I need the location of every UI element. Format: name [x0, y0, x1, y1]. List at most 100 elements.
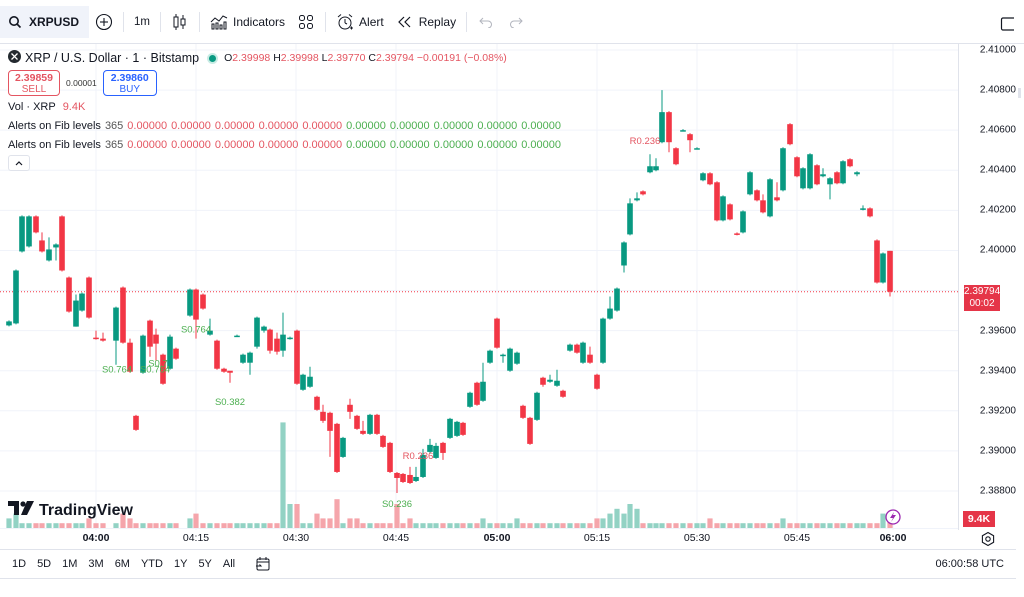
layouts-button[interactable] — [291, 7, 321, 37]
redo-button[interactable] — [501, 7, 531, 37]
candle-body[interactable] — [587, 354, 593, 363]
candle-body[interactable] — [274, 338, 280, 352]
candle-body[interactable] — [634, 198, 640, 201]
candle-body[interactable] — [487, 350, 493, 363]
indicators-button[interactable]: Indicators — [204, 7, 291, 37]
candle-body[interactable] — [554, 380, 560, 386]
candle-body[interactable] — [39, 240, 45, 252]
candle-body[interactable] — [334, 423, 340, 472]
candle-body[interactable] — [147, 320, 153, 347]
candle-body[interactable] — [433, 445, 439, 458]
candle-body[interactable] — [120, 287, 126, 343]
candle-body[interactable] — [747, 172, 753, 195]
candle-body[interactable] — [707, 173, 713, 185]
candle-body[interactable] — [507, 348, 513, 371]
candle-body[interactable] — [780, 148, 786, 191]
candle-body[interactable] — [700, 173, 706, 181]
replay-button[interactable]: Replay — [390, 7, 462, 37]
candle-body[interactable] — [880, 253, 886, 283]
candle-body[interactable] — [820, 174, 826, 177]
candle-body[interactable] — [480, 381, 486, 401]
candle-body[interactable] — [680, 130, 686, 132]
candle-body[interactable] — [727, 204, 733, 220]
candle-body[interactable] — [46, 249, 52, 261]
candle-body[interactable] — [600, 318, 606, 363]
candle-body[interactable] — [814, 165, 820, 185]
candle-body[interactable] — [767, 179, 773, 217]
candle-body[interactable] — [540, 377, 546, 385]
candle-body[interactable] — [6, 321, 12, 326]
candle-body[interactable] — [113, 307, 119, 341]
candle-body[interactable] — [240, 354, 246, 363]
candle-body[interactable] — [420, 454, 426, 477]
candle-body[interactable] — [720, 196, 726, 221]
scrollbar[interactable] — [1018, 88, 1021, 98]
tradingview-logo[interactable]: TradingView — [8, 501, 133, 520]
candle-body[interactable] — [807, 154, 813, 189]
candle-body[interactable] — [534, 392, 540, 420]
fib-alerts-row-2[interactable]: Alerts on Fib levels 365 0.00000 0.00000… — [8, 139, 561, 151]
candle-body[interactable] — [193, 289, 199, 320]
candle-body[interactable] — [774, 197, 780, 201]
candle-body[interactable] — [500, 354, 506, 357]
candle-body[interactable] — [167, 336, 173, 369]
candle-body[interactable] — [100, 338, 106, 341]
candle-body[interactable] — [666, 112, 672, 143]
candle-body[interactable] — [653, 166, 659, 171]
candle-body[interactable] — [160, 354, 166, 384]
candle-body[interactable] — [133, 415, 139, 430]
candle-body[interactable] — [887, 250, 893, 292]
candle-body[interactable] — [520, 405, 526, 418]
candle-body[interactable] — [427, 444, 433, 452]
price-axis[interactable]: 2.41000 2.40800 2.40600 2.40400 2.40200 2.400… — [958, 44, 1024, 530]
candle-body[interactable] — [307, 376, 313, 387]
candle-body[interactable] — [79, 293, 85, 311]
candle-body[interactable] — [394, 472, 400, 478]
candle-body[interactable] — [367, 414, 373, 434]
chart-pane[interactable]: S0.764 S0.7 S0.764 S0.764 S0.382 R0.236 S0.236… — [0, 44, 958, 530]
candle-body[interactable] — [567, 344, 573, 351]
candle-body[interactable] — [740, 211, 746, 233]
candle-body[interactable] — [454, 421, 460, 436]
candle-body[interactable] — [314, 396, 320, 410]
candle-body[interactable] — [840, 161, 846, 184]
candle-body[interactable] — [153, 334, 159, 344]
candle-body[interactable] — [787, 124, 793, 145]
candle-body[interactable] — [574, 344, 580, 353]
candle-body[interactable] — [227, 370, 233, 373]
candle-body[interactable] — [86, 277, 92, 318]
candle-body[interactable] — [754, 190, 760, 201]
candle-body[interactable] — [621, 242, 627, 266]
candle-body[interactable] — [73, 300, 79, 327]
candle-body[interactable] — [287, 337, 293, 340]
collapse-legend-button[interactable] — [8, 155, 30, 171]
volume-legend-row[interactable]: Vol · XRP 9.4K — [8, 101, 86, 113]
candle-body[interactable] — [354, 415, 360, 429]
candle-body[interactable] — [760, 200, 766, 213]
candle-body[interactable] — [714, 182, 720, 221]
candle-body[interactable] — [320, 411, 326, 421]
candle-body[interactable] — [827, 178, 833, 185]
candle-body[interactable] — [261, 326, 267, 331]
compare-button[interactable] — [89, 7, 119, 37]
candle-body[interactable] — [347, 404, 353, 412]
candle-body[interactable] — [694, 148, 700, 150]
candle-body[interactable] — [594, 374, 600, 389]
fib-alerts-row-1[interactable]: Alerts on Fib levels 365 0.00000 0.00000… — [8, 120, 561, 132]
candle-body[interactable] — [867, 208, 873, 217]
alert-button[interactable]: Alert — [330, 7, 390, 37]
candle-body[interactable] — [854, 172, 860, 175]
candle-body[interactable] — [140, 335, 146, 373]
candle-body[interactable] — [200, 294, 206, 309]
candle-body[interactable] — [527, 417, 533, 444]
candle-body[interactable] — [794, 157, 800, 177]
undo-button[interactable] — [471, 7, 501, 37]
candle-body[interactable] — [19, 216, 25, 252]
candle-body[interactable] — [874, 240, 880, 283]
candle-body[interactable] — [440, 442, 446, 453]
candle-body[interactable] — [673, 148, 679, 165]
sell-button[interactable]: 2.39859 SELL — [8, 70, 60, 96]
candle-body[interactable] — [327, 412, 333, 431]
buy-button[interactable]: 2.39860 BUY — [102, 70, 157, 96]
candle-body[interactable] — [380, 435, 386, 447]
